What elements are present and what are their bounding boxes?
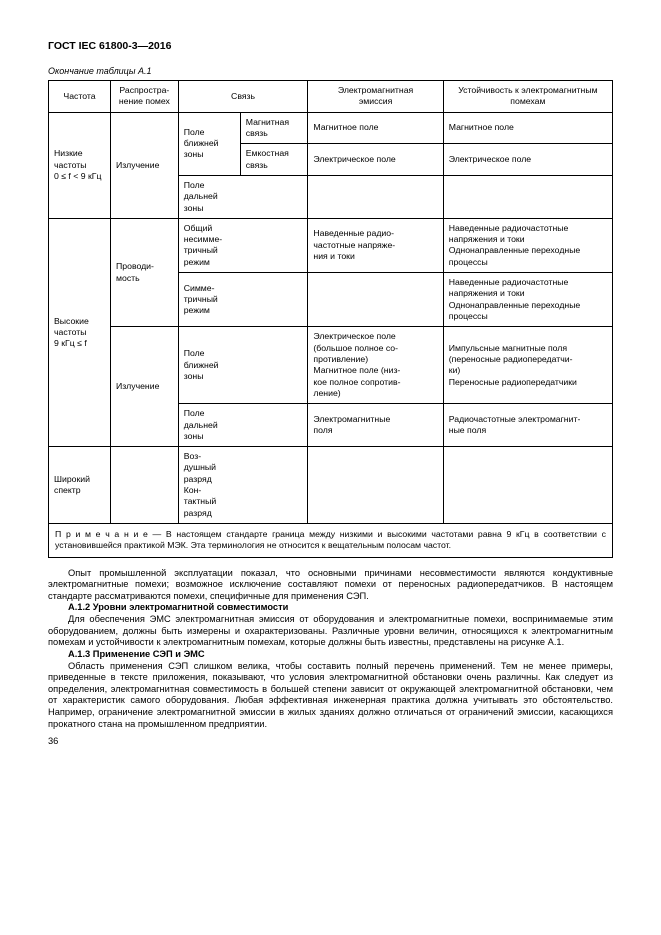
cell-empty — [308, 273, 443, 327]
cell-radiated: Излучение — [111, 327, 179, 447]
document-header: ГОСТ IEC 61800-3—2016 — [48, 40, 613, 52]
table-row: Широкий спектр Воз- душный разряд Кон- т… — [49, 447, 613, 524]
th-emission: Электромагнитная эмиссия — [308, 81, 443, 113]
cell-elec-emis: Электрическое поле — [308, 144, 443, 176]
page-number: 36 — [48, 736, 613, 746]
table-header-row: Частота Распростра- нение помех Связь Эл… — [49, 81, 613, 113]
cell-diff-mode: Симме- тричный режим — [178, 273, 308, 327]
th-immunity: Устойчивость к электромагнитным помехам — [443, 81, 612, 113]
cell-induced-imm: Наведенные радиочастотные напряжения и т… — [443, 218, 612, 272]
table-row: Высокие частоты 9 кГц ≤ f Проводи- мость… — [49, 218, 613, 272]
cell-empty — [308, 447, 443, 524]
cell-empty — [443, 175, 612, 218]
subheading: А.1.2 Уровни электромагнитной совместимо… — [48, 602, 613, 614]
cell-far-emis: Электромагнитные поля — [308, 404, 443, 447]
th-frequency: Частота — [49, 81, 111, 113]
cell-mag-imm: Магнитное поле — [443, 112, 612, 144]
table-note-row: П р и м е ч а н и е — В настоящем станда… — [49, 524, 613, 558]
cell-induced-emis: Наведенные радио- частотные напряже- ния… — [308, 218, 443, 272]
cell-common-mode: Общий несимме- тричный режим — [178, 218, 308, 272]
th-propagation: Распростра- нение помех — [111, 81, 179, 113]
cell-empty — [443, 447, 612, 524]
cell-near-emis: Электрическое поле (большое полное со- п… — [308, 327, 443, 404]
cell-far-field: Поле дальней зоны — [178, 175, 308, 218]
cell-empty — [308, 175, 443, 218]
table-row: Низкие частоты 0 ≤ f < 9 кГц Излучение П… — [49, 112, 613, 144]
cell-near-field: Поле ближней зоны — [178, 112, 240, 175]
th-coupling: Связь — [178, 81, 308, 113]
cell-conducted: Проводи- мость — [111, 218, 179, 327]
subheading: А.1.3 Применение СЭП и ЭМС — [48, 649, 613, 661]
cell-wide-spectrum: Широкий спектр — [49, 447, 111, 524]
cell-low-prop: Излучение — [111, 112, 179, 218]
cell-far-imm: Радиочастотные электромагнит- ные поля — [443, 404, 612, 447]
cell-elec-imm: Электрическое поле — [443, 144, 612, 176]
body-text: Опыт промышленной эксплуатации показал, … — [48, 568, 613, 731]
cell-induced-imm2: Наведенные радиочастотные напряжения и т… — [443, 273, 612, 327]
table-note: П р и м е ч а н и е — В настоящем станда… — [49, 524, 613, 558]
cell-low-freq: Низкие частоты 0 ≤ f < 9 кГц — [49, 112, 111, 218]
main-table: Частота Распростра- нение помех Связь Эл… — [48, 80, 613, 558]
cell-empty — [111, 447, 179, 524]
table-caption: Окончание таблицы А.1 — [48, 66, 613, 76]
paragraph: Для обеспечения ЭМС электромагнитная эми… — [48, 614, 613, 649]
cell-air-contact: Воз- душный разряд Кон- тактный разряд — [178, 447, 308, 524]
cell-cap-coupling: Емкостная связь — [240, 144, 308, 176]
cell-far-field2: Поле дальней зоны — [178, 404, 308, 447]
cell-high-freq: Высокие частоты 9 кГц ≤ f — [49, 218, 111, 446]
paragraph: Опыт промышленной эксплуатации показал, … — [48, 568, 613, 603]
paragraph: Область применения СЭП слишком велика, ч… — [48, 661, 613, 731]
cell-mag-emis: Магнитное поле — [308, 112, 443, 144]
cell-near-field2: Поле ближней зоны — [178, 327, 308, 404]
cell-mag-coupling: Магнитная связь — [240, 112, 308, 144]
table-row: Излучение Поле ближней зоны Электрическо… — [49, 327, 613, 404]
cell-near-imm: Импульсные магнитные поля (переносные ра… — [443, 327, 612, 404]
